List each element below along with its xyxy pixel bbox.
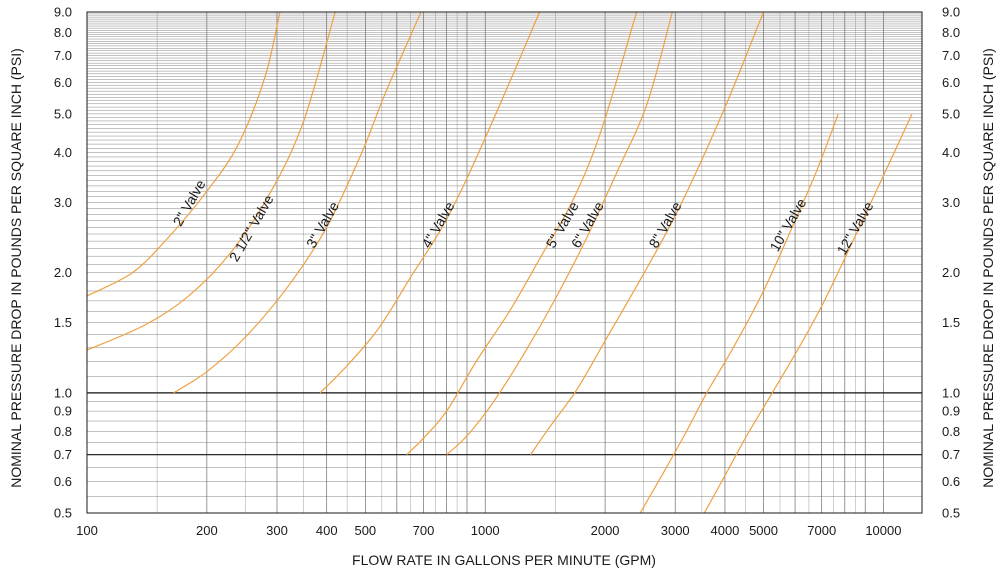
- y-tick-label-left: 9.0: [54, 5, 72, 20]
- y-tick-label-right: 0.9: [942, 404, 960, 419]
- x-tick-label: 400: [316, 523, 338, 538]
- x-axis-title: FLOW RATE IN GALLONS PER MINUTE (GPM): [352, 552, 656, 568]
- y-axis-title-right: NOMINAL PRESSURE DROP IN POUNDS PER SQUA…: [980, 48, 996, 488]
- valve-curves: [86, 11, 913, 514]
- x-tick-label: 1000: [471, 523, 500, 538]
- y-tick-label-left: 0.5: [54, 506, 72, 521]
- valve-curve-1: [86, 11, 336, 351]
- y-tick-label-right: 2.0: [942, 265, 960, 280]
- x-tick-label: 10000: [865, 523, 901, 538]
- grid-lines: [86, 11, 922, 514]
- y-tick-label-left: 5.0: [54, 106, 72, 121]
- valve-curve-3: [319, 11, 541, 394]
- y-tick-label-right: 3.0: [942, 195, 960, 210]
- x-tick-label: 700: [413, 523, 435, 538]
- y-tick-label-left: 0.6: [54, 474, 72, 489]
- valve-curve-7: [639, 113, 839, 514]
- y-tick-label-right: 0.7: [942, 447, 960, 462]
- y-tick-label-right: 0.8: [942, 424, 960, 439]
- y-tick-labels-left: 0.5 0.6 0.7 0.8 0.9 1.0 1.5 2.0 3.0 4.0 5.0 6.0 7.0 8…: [54, 5, 72, 521]
- y-tick-label-right: 9.0: [942, 5, 960, 20]
- y-axis-title-left: NOMINAL PRESSURE DROP IN POUNDS PER SQUA…: [8, 48, 24, 488]
- y-tick-label-right: 4.0: [942, 145, 960, 160]
- y-tick-label-right: 0.6: [942, 474, 960, 489]
- y-tick-label-left: 0.8: [54, 424, 72, 439]
- y-tick-label-left: 0.9: [54, 404, 72, 419]
- x-tick-label: 4000: [710, 523, 739, 538]
- y-tick-label-right: 5.0: [942, 106, 960, 121]
- y-tick-label-right: 1.5: [942, 315, 960, 330]
- y-tick-label-left: 0.7: [54, 447, 72, 462]
- y-tick-label-left: 2.0: [54, 265, 72, 280]
- y-tick-label-left: 3.0: [54, 195, 72, 210]
- emphasized-grid-lines: [87, 392, 922, 456]
- y-tick-label-left: 4.0: [54, 145, 72, 160]
- y-tick-label-right: 0.5: [942, 506, 960, 521]
- x-tick-label: 2000: [591, 523, 620, 538]
- x-tick-label: 5000: [749, 523, 778, 538]
- plot-frame: [86, 11, 923, 514]
- y-tick-label-left: 8.0: [54, 25, 72, 40]
- x-tick-labels: 100 200 300 400 500 700 1000 2000 3000 4000 5000 70…: [76, 523, 901, 538]
- y-tick-label-left: 1.0: [54, 385, 72, 400]
- y-tick-label-left: 1.5: [54, 315, 72, 330]
- y-tick-label-right: 6.0: [942, 75, 960, 90]
- valve-curve-5: [446, 11, 673, 456]
- x-tick-label: 200: [196, 523, 218, 538]
- x-tick-label: 300: [266, 523, 288, 538]
- x-tick-label: 3000: [661, 523, 690, 538]
- valve-curve-6: [530, 11, 765, 456]
- x-tick-label: 7000: [807, 523, 836, 538]
- y-tick-label-right: 7.0: [942, 48, 960, 63]
- y-tick-label-left: 6.0: [54, 75, 72, 90]
- y-tick-label-right: 1.0: [942, 385, 960, 400]
- y-tick-label-right: 8.0: [942, 25, 960, 40]
- x-tick-label: 500: [354, 523, 376, 538]
- valve-curve-0: [86, 11, 281, 297]
- y-tick-labels-right: 0.5 0.6 0.7 0.8 0.9 1.0 1.5 2.0 3.0 4.0 5.0 6.0 7.0 8…: [942, 5, 960, 521]
- valve-curve-4: [406, 11, 638, 456]
- valve-curve-2: [173, 11, 422, 394]
- y-tick-label-left: 7.0: [54, 48, 72, 63]
- x-tick-label: 100: [76, 523, 98, 538]
- valve-curve-8: [703, 113, 913, 514]
